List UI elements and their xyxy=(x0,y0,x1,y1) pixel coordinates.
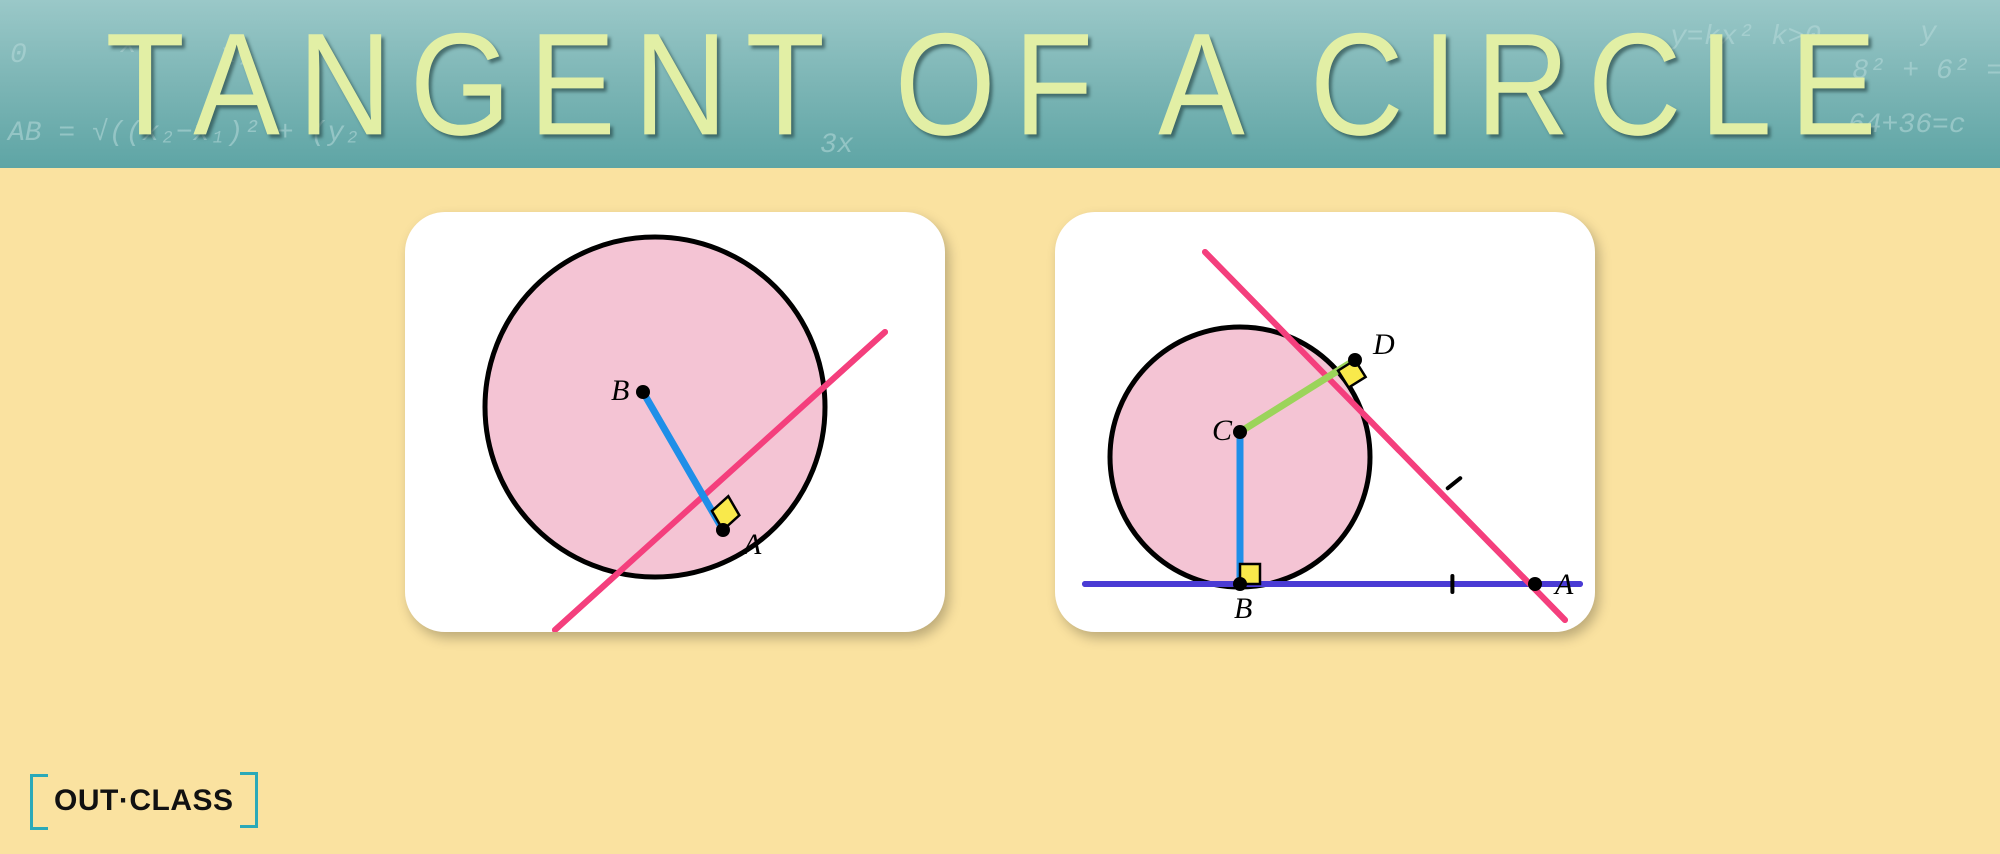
logo-bracket-right-icon xyxy=(240,772,258,828)
diagram-1-svg: BA xyxy=(405,212,945,632)
svg-text:A: A xyxy=(741,528,762,561)
content-area: BA CDBA xyxy=(0,168,2000,854)
logo-word-out: OUT xyxy=(54,784,119,817)
page-title: TANGENT OF A CIRCLE xyxy=(105,0,1894,168)
diagram-2-svg: C D B A xyxy=(1055,212,1595,632)
svg-text:D: D xyxy=(1372,328,1395,361)
svg-text:B: B xyxy=(1234,592,1252,625)
logo-text: OUT·CLASS xyxy=(44,780,244,822)
svg-text:B: B xyxy=(611,374,629,407)
diagram-card-2: C D B A xyxy=(1055,212,1595,632)
logo-word-class: CLASS xyxy=(129,784,233,817)
logo-separator: · xyxy=(119,784,130,817)
diagram-card-1: BA xyxy=(405,212,945,632)
svg-text:C: C xyxy=(1212,414,1233,447)
svg-text:A: A xyxy=(1553,568,1574,601)
brand-logo: OUT·CLASS xyxy=(44,780,244,822)
header-banner: x₁x₂0AB = √((x₂−x₁)² + (y₂3xy=kx² k>0y8²… xyxy=(0,0,2000,168)
